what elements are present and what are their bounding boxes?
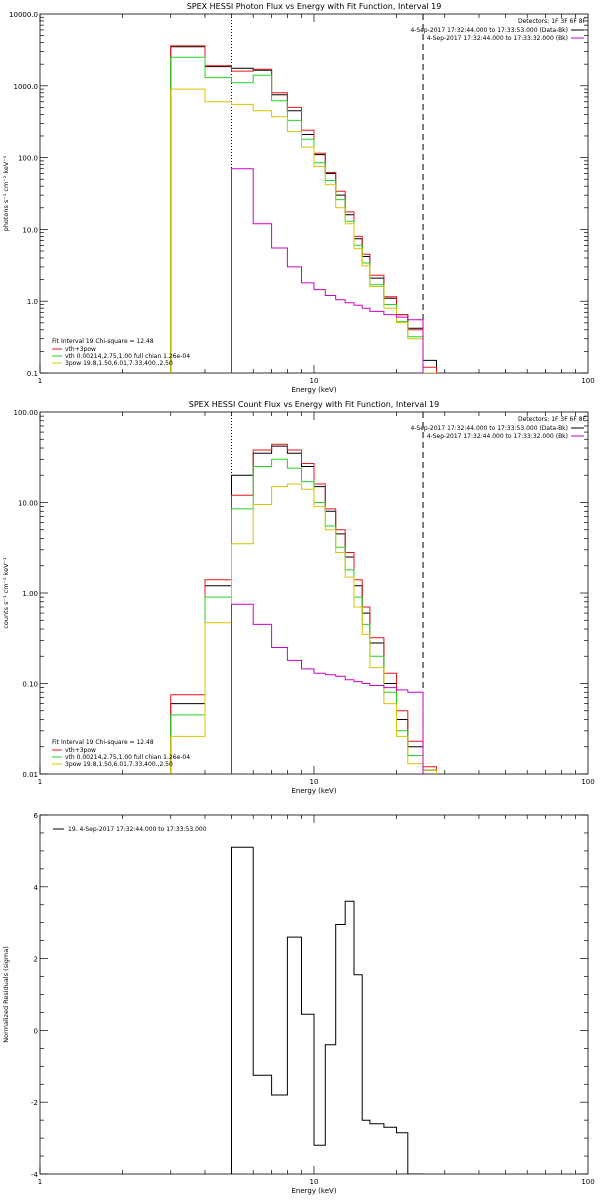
y-tick-label: 0.01	[22, 771, 38, 779]
y-tick-label: 0	[34, 1027, 38, 1035]
detectors-label: Detectors: 1F 3F 6F 8F	[518, 416, 587, 423]
y-tick-label: 1.00	[22, 590, 38, 598]
y-tick-label: 0.10	[22, 681, 38, 689]
chart-title: SPEX HESSI Count Flux vs Energy with Fit…	[189, 400, 440, 409]
detectors-label: Detectors: 1F 3F 6F 8F	[518, 18, 587, 25]
y-tick-label: 6	[34, 812, 39, 820]
legend-left-text: vth+3pow	[65, 346, 96, 353]
y-tick-label: -4	[31, 1171, 39, 1179]
legend-right-text: 4-Sep-2017 17:32:44.000 to 17:33:32.000 …	[427, 35, 568, 42]
y-tick-label: -2	[31, 1099, 38, 1107]
chart-title: SPEX HESSI Photon Flux vs Energy with Fi…	[187, 2, 442, 11]
legend-top-text: 19. 4-Sep-2017 17:32:44.000 to 17:33:53.…	[68, 826, 207, 833]
y-tick-label: 100.00	[14, 409, 39, 417]
series-vth-3pow	[170, 443, 437, 774]
legend-left-text: 3pow 19.8,1.50,6.01,7.33,400.,2.50	[65, 360, 173, 367]
series-bk	[231, 168, 424, 373]
x-tick-label: 10	[310, 778, 319, 786]
y-axis-label: counts s⁻¹ cm⁻² keV⁻¹	[2, 557, 10, 629]
x-tick-label: 10	[310, 1178, 319, 1186]
y-tick-label: 10.0	[22, 226, 38, 234]
y-tick-label: 4	[34, 884, 39, 892]
chart-panel-2: SPEX HESSI Count Flux vs Energy with Fit…	[2, 400, 595, 795]
y-tick-label: 10.00	[18, 500, 38, 508]
series-3pow	[170, 88, 437, 373]
x-tick-label: 10	[310, 377, 319, 385]
fit-header: Fit Interval 19 Chi-square = 12.48	[52, 739, 154, 746]
y-tick-label: 10000.0	[9, 11, 38, 19]
x-axis-label: Energy (keV)	[291, 787, 336, 795]
series-vth	[170, 56, 437, 373]
legend-right-text: 4-Sep-2017 17:32:44.000 to 17:33:32.000 …	[427, 433, 568, 440]
x-tick-label: 1	[38, 778, 42, 786]
y-tick-label: 1000.0	[14, 83, 39, 91]
series-data-bk	[170, 46, 437, 373]
legend-left-text: vth+3pow	[65, 747, 96, 754]
x-tick-label: 100	[581, 778, 594, 786]
x-tick-label: 1	[38, 1178, 42, 1186]
plot-frame	[39, 13, 589, 374]
y-tick-label: 100.0	[18, 155, 38, 163]
chart-panel-1: SPEX HESSI Photon Flux vs Energy with Fi…	[2, 2, 595, 394]
y-tick-label: 0.1	[27, 370, 38, 378]
y-tick-label: 2	[34, 956, 38, 964]
legend-right-text: 4-Sep-2017 17:32:44.000 to 17:33:53.000 …	[410, 27, 568, 34]
legend-left-text: vth 0.00214,2.75,1.00 full chian 1.26e-0…	[65, 353, 190, 360]
plot-data	[170, 14, 437, 373]
y-axis-label: photons s⁻¹ cm⁻² keV⁻¹	[2, 155, 10, 231]
series-19-4-sep-2017-17-32-44-000-to-17-33-53-000	[231, 846, 424, 1174]
legend-right-text: 4-Sep-2017 17:32:44.000 to 17:33:53.000 …	[410, 425, 568, 432]
y-axis-label: Normalized Residuals (sigma)	[2, 946, 10, 1043]
x-tick-label: 100	[581, 377, 594, 385]
series-3pow	[170, 483, 437, 774]
series-data-bk	[170, 445, 437, 774]
x-tick-label: 100	[581, 1178, 594, 1186]
legend-left-text: vth 0.00214,2.75,1.00 full chian 1.26e-0…	[65, 754, 190, 761]
x-axis-label: Energy (keV)	[291, 1187, 336, 1195]
chart-panel-3: 1 10 100 Energy (keV) -4 -2 0 2 4 6 Normalized Res…	[2, 812, 595, 1195]
series-vth-3pow	[170, 45, 437, 373]
plot-data	[170, 412, 437, 774]
plot-data	[231, 846, 424, 1174]
series-vth	[170, 458, 424, 774]
x-tick-label: 1	[38, 377, 42, 385]
fit-header: Fit Interval 19 Chi-square = 12.48	[52, 338, 154, 345]
series-bk	[231, 603, 424, 774]
x-axis-label: Energy (keV)	[291, 386, 336, 394]
legend-left-text: 3pow 19.8,1.50,6.01,7.33,400.,2.50	[65, 761, 173, 768]
y-tick-label: 1.0	[27, 298, 38, 306]
